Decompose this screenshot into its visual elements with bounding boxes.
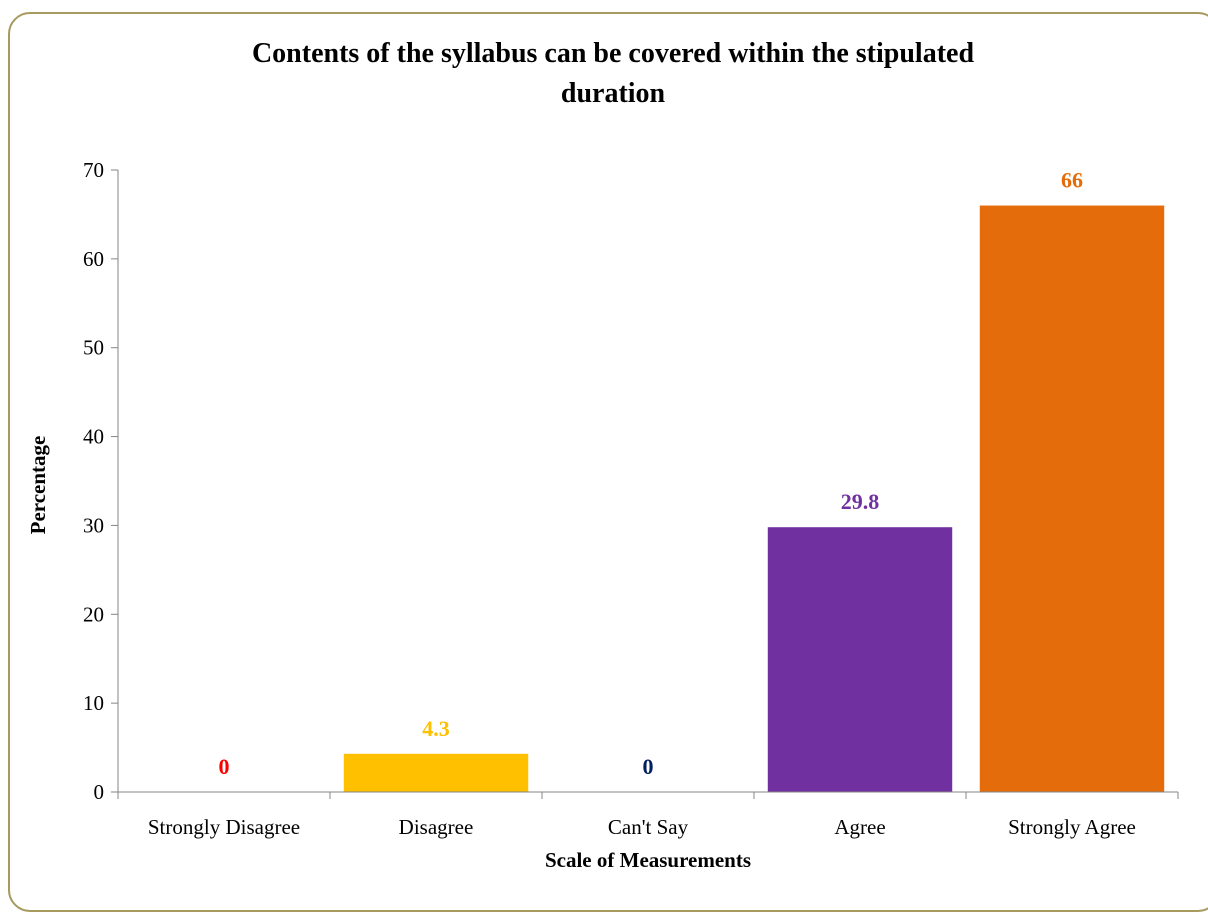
data-label: 66	[1061, 168, 1083, 193]
y-tick-label: 40	[83, 425, 104, 449]
bar	[343, 753, 529, 792]
bar-chart: Contents of the syllabus can be covered …	[26, 38, 1179, 872]
y-tick-label: 50	[83, 336, 104, 360]
x-tick-label: Agree	[834, 815, 885, 839]
y-tick-label: 0	[94, 780, 105, 804]
x-axis-title: Scale of Measurements	[545, 848, 751, 872]
y-tick-label: 30	[83, 513, 104, 537]
y-axis-title: Percentage	[26, 436, 50, 535]
data-label: 0	[219, 754, 230, 779]
chart-title-line-1: Contents of the syllabus can be covered …	[252, 38, 975, 69]
x-axis: Strongly Disagree Disagree Can't Say Agree S…	[117, 791, 1179, 839]
data-labels: 0 4.3 0 29.8 66	[219, 168, 1084, 779]
x-tick-label: Strongly Disagree	[148, 815, 300, 839]
data-label: 4.3	[422, 716, 450, 741]
data-label: 0	[643, 754, 654, 779]
x-tick-label: Strongly Agree	[1008, 815, 1136, 839]
bar	[979, 205, 1165, 793]
y-axis: 0 10 20 30 40 50 60 70	[83, 158, 119, 804]
chart-title-line-2: duration	[561, 78, 666, 109]
x-tick-label: Can't Say	[608, 815, 689, 839]
x-tick-label: Disagree	[399, 815, 474, 839]
bar	[767, 527, 953, 792]
y-tick-label: 70	[83, 158, 104, 182]
bars	[343, 205, 1165, 793]
data-label: 29.8	[841, 489, 880, 514]
y-tick-label: 60	[83, 247, 104, 271]
y-tick-label: 10	[83, 691, 104, 715]
y-tick-label: 20	[83, 602, 104, 626]
